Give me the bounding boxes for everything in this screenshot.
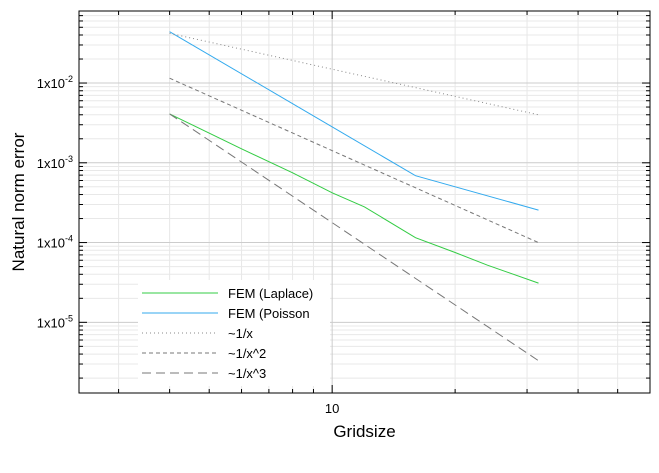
legend-label: FEM (Laplace) bbox=[228, 286, 313, 301]
major-gridlines bbox=[79, 11, 650, 393]
y-tick-label: 1x10-5 bbox=[37, 313, 73, 330]
y-axis-title: Natural norm error bbox=[9, 132, 28, 271]
legend-label: ~1/x^2 bbox=[228, 346, 266, 361]
series-line-3 bbox=[169, 32, 539, 116]
plot-frame bbox=[78, 10, 651, 394]
y-tick-label: 1x10-2 bbox=[37, 74, 73, 91]
axis-ticks bbox=[79, 11, 650, 393]
series-line-5 bbox=[169, 113, 539, 362]
series-line-2 bbox=[169, 31, 539, 211]
series-lines bbox=[169, 31, 539, 362]
x-axis-title: Gridsize bbox=[333, 422, 395, 441]
tick-labels: 10 1x10-5 1x10-4 1x10-3 1x10-2 bbox=[37, 74, 340, 416]
y-tick-label: 1x10-3 bbox=[37, 154, 73, 171]
legend: FEM (Laplace) FEM (Poisson ~1/x ~1/x^2 ~1/x^… bbox=[138, 280, 330, 386]
series-line-1 bbox=[169, 113, 539, 284]
x-tick-label: 10 bbox=[325, 401, 339, 416]
legend-label: ~1/x bbox=[228, 326, 253, 341]
legend-label: ~1/x^3 bbox=[228, 366, 266, 381]
legend-label: FEM (Poisson bbox=[228, 306, 310, 321]
series-line-4 bbox=[169, 77, 539, 244]
y-tick-label: 1x10-4 bbox=[37, 234, 73, 251]
